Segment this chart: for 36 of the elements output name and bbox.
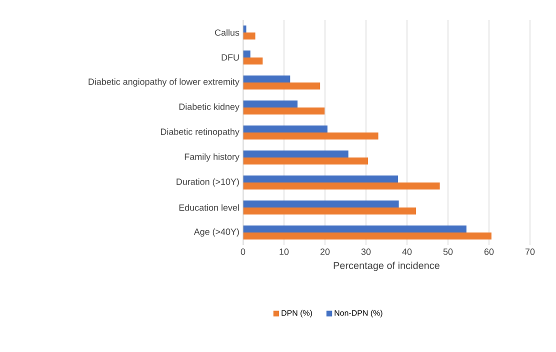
- bar: [243, 26, 246, 33]
- x-tick-label: 10: [280, 248, 289, 255]
- x-axis-title: Percentage of incidence: [334, 262, 440, 271]
- bar: [243, 200, 399, 208]
- x-tick-label: 20: [320, 248, 330, 255]
- bar: [243, 232, 492, 240]
- bar: [243, 226, 466, 233]
- x-tick-label: 60: [484, 248, 494, 255]
- y-tick-label: Family history: [184, 153, 240, 162]
- y-tick-label: Diabetic kidney: [179, 103, 240, 112]
- y-tick-label: Age (>40Y): [194, 228, 239, 237]
- bar: [243, 208, 416, 215]
- bar: [243, 150, 348, 158]
- bar: [243, 158, 368, 165]
- y-tick-label: Duration (>10Y): [176, 178, 239, 187]
- y-tick-label: Callus: [215, 29, 240, 36]
- bar: [243, 76, 290, 83]
- bar: [243, 182, 440, 190]
- x-tick-label: 70: [525, 248, 535, 255]
- bar: [243, 126, 328, 133]
- y-tick-label: Education level: [179, 204, 239, 211]
- bar: [243, 32, 256, 40]
- x-tick-label: 40: [402, 248, 412, 255]
- y-tick-label: DFU: [222, 54, 239, 61]
- x-tick-label: 30: [361, 248, 371, 255]
- bar: [243, 108, 325, 115]
- y-tick-label: Diabetic retinopathy: [160, 128, 240, 137]
- y-tick-label: Diabetic angiopathy of lower extremity: [88, 78, 240, 87]
- bar: [243, 176, 398, 183]
- bar: [243, 132, 378, 140]
- x-tick-label: 0: [240, 248, 246, 255]
- bar: [243, 82, 320, 90]
- bar: [243, 50, 250, 58]
- x-tick-label: 50: [443, 248, 453, 255]
- bar: [243, 58, 263, 65]
- bar: [243, 100, 298, 108]
